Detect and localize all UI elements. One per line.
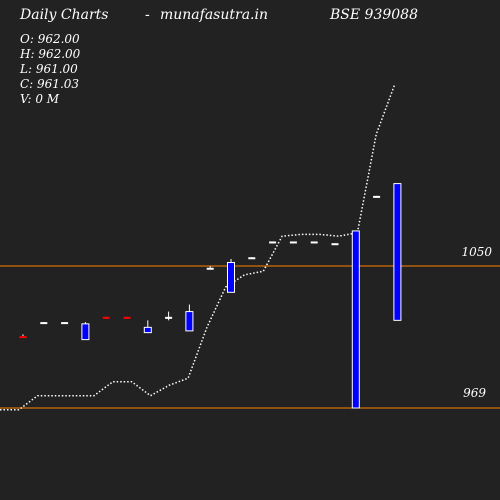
candle-body-2 [61, 322, 69, 325]
candle-body-0 [19, 336, 27, 339]
upper-level-label: 1050 [461, 245, 492, 259]
open-value: O: 962.00 [20, 32, 80, 46]
candle-body-15 [331, 243, 339, 246]
candle-body-17 [373, 195, 381, 198]
candle-body-6 [143, 326, 152, 334]
candle-body-7 [165, 316, 173, 319]
candle-body-14 [310, 241, 318, 244]
candle-body-16 [351, 230, 360, 409]
low-value: L: 961.00 [20, 62, 78, 76]
candle-body-12 [269, 241, 277, 244]
candle-body-5 [123, 316, 131, 319]
close-value: C: 961.03 [20, 77, 80, 91]
high-value: H: 962.00 [20, 47, 81, 61]
candle-body-11 [248, 257, 256, 260]
moving-average-line [0, 83, 396, 411]
candle-body-8 [185, 311, 194, 332]
candle-body-4 [102, 316, 110, 319]
candle-body-13 [289, 241, 297, 244]
candle-body-18 [393, 183, 402, 321]
header-separator: - [145, 7, 150, 23]
candle-body-3 [81, 323, 90, 341]
candle-body-1 [40, 322, 48, 325]
lower-level-label: 969 [463, 386, 486, 400]
chart-name: Daily Charts [20, 7, 109, 23]
candle-body-9 [206, 267, 214, 270]
symbol-label: BSE 939088 [330, 7, 418, 23]
volume-value: V: 0 M [20, 92, 60, 106]
candle-body-10 [227, 261, 235, 293]
site-name: munafasutra.in [160, 7, 268, 23]
